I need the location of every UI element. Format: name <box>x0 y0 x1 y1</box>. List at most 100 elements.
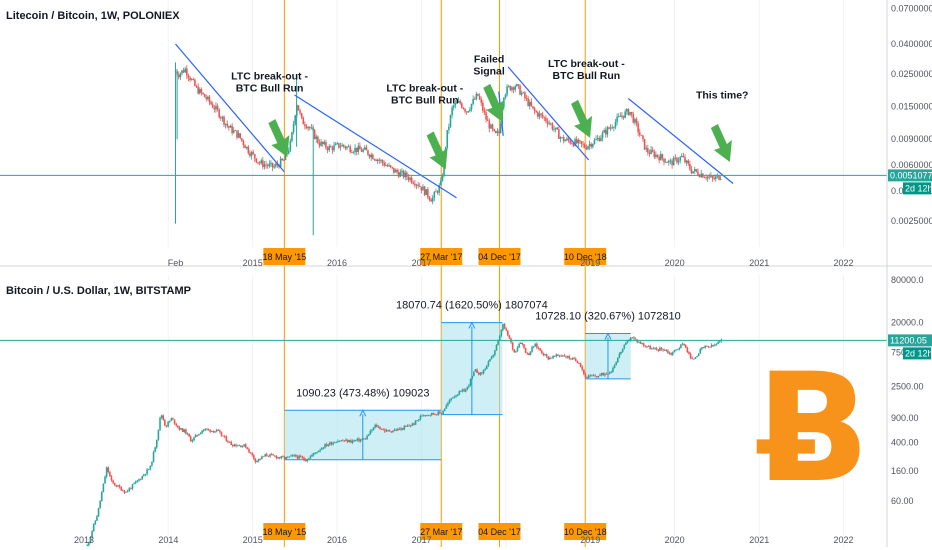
candle <box>652 348 655 350</box>
candle <box>535 111 538 113</box>
candle <box>613 365 616 368</box>
candle <box>542 353 545 355</box>
y-tick-label: 160.00 <box>891 466 919 476</box>
candle <box>373 159 376 160</box>
candle <box>458 391 461 395</box>
candle <box>177 425 179 427</box>
candle <box>441 176 444 181</box>
candle <box>193 437 195 441</box>
x-tick-label: 2020 <box>665 258 685 268</box>
candle <box>415 184 418 186</box>
candle <box>287 150 290 154</box>
candle <box>383 162 385 166</box>
candle <box>570 358 572 360</box>
candle <box>627 109 630 115</box>
candle <box>325 142 327 148</box>
candle <box>443 408 446 412</box>
candle <box>706 176 709 179</box>
candle <box>208 96 211 103</box>
candle <box>505 328 507 331</box>
candle <box>372 154 374 160</box>
candle <box>385 430 388 432</box>
candle <box>468 385 470 387</box>
candle <box>593 139 596 144</box>
candle <box>115 485 118 487</box>
candle <box>629 337 632 341</box>
candle <box>569 140 571 144</box>
candle <box>206 428 208 430</box>
candle <box>152 451 155 462</box>
candle <box>668 160 670 163</box>
candle <box>641 343 643 345</box>
candle <box>335 442 338 444</box>
candle <box>498 131 500 134</box>
candle <box>365 147 368 151</box>
candle <box>146 469 148 475</box>
candle <box>226 123 229 127</box>
candle <box>390 431 393 433</box>
candle <box>340 440 342 442</box>
candle <box>195 85 198 87</box>
candle <box>332 442 334 445</box>
candle <box>668 352 671 354</box>
candle <box>327 444 330 446</box>
candle <box>296 456 299 459</box>
candle <box>232 130 235 133</box>
candle <box>192 79 195 80</box>
candle <box>351 440 354 443</box>
candle <box>380 429 383 430</box>
candle <box>486 119 489 121</box>
candle <box>257 458 260 461</box>
y-tick-label: 80000.0 <box>891 275 924 285</box>
candle <box>329 442 331 445</box>
candle <box>100 492 103 501</box>
candle <box>397 428 399 431</box>
candle <box>632 114 635 123</box>
candle <box>249 153 251 156</box>
candle <box>342 144 345 147</box>
candle <box>362 149 364 152</box>
candle <box>384 165 387 167</box>
annotation-line: Signal <box>473 65 505 77</box>
candle <box>360 149 363 152</box>
candle <box>180 428 182 430</box>
candle <box>707 346 710 347</box>
candle <box>225 436 228 442</box>
candle <box>565 356 567 358</box>
candle <box>556 127 559 130</box>
measure-label: 10728.10 (320.67%) 1072810 <box>535 311 681 323</box>
candle <box>184 68 187 73</box>
candle <box>516 84 518 87</box>
candle <box>456 394 459 396</box>
candle <box>427 189 429 197</box>
candle <box>615 362 617 366</box>
candle <box>182 70 185 73</box>
candle <box>708 176 711 178</box>
candle <box>374 424 376 428</box>
candle <box>581 366 584 370</box>
candle <box>377 426 380 428</box>
candle <box>608 127 610 129</box>
candle <box>712 344 715 346</box>
candle <box>160 415 163 418</box>
candle <box>323 142 326 145</box>
candle <box>338 143 340 148</box>
candle <box>147 469 150 471</box>
event-label-bg <box>564 248 607 265</box>
candle <box>464 109 466 112</box>
candle <box>334 143 337 146</box>
candle <box>247 146 250 154</box>
y-tick-label: 60.00 <box>891 496 914 506</box>
candle <box>190 79 193 81</box>
annotation-line: LTC break-out - <box>386 83 463 95</box>
candle <box>259 458 262 460</box>
candle <box>257 162 259 164</box>
candle <box>504 94 507 98</box>
candle <box>372 427 375 431</box>
candle <box>607 373 609 375</box>
candle <box>655 348 658 350</box>
candle <box>305 126 308 129</box>
candle <box>524 347 527 353</box>
arrow-up-icon <box>604 332 612 340</box>
candle <box>249 452 252 454</box>
